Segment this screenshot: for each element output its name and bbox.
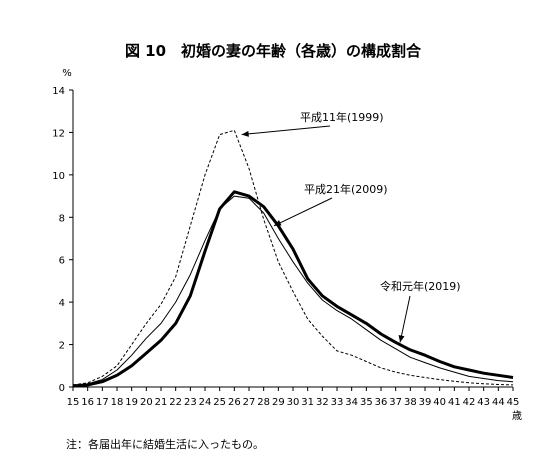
- x-tick-label: 28: [257, 397, 270, 408]
- y-tick-label: 2: [59, 341, 65, 352]
- x-tick-label: 40: [433, 397, 446, 408]
- y-tick-label: 10: [52, 171, 65, 182]
- x-tick-label: 44: [492, 397, 505, 408]
- y-tick-label: 6: [59, 256, 65, 267]
- callout-label-2: 平成21年(2009): [304, 182, 388, 196]
- series-line-1: [72, 129, 514, 386]
- x-tick-label: 41: [448, 397, 461, 408]
- x-tick-label: 45: [507, 397, 520, 408]
- x-tick-label: 39: [419, 397, 432, 408]
- x-tick-label: 26: [228, 397, 241, 408]
- x-tick-label: 22: [169, 397, 182, 408]
- x-tick-label: 18: [111, 397, 124, 408]
- x-tick-label: 29: [272, 397, 285, 408]
- callout-leader-2: [273, 197, 333, 227]
- callout-leader-1: [241, 125, 331, 136]
- x-tick-label: 17: [96, 397, 109, 408]
- series-line-2: [72, 195, 514, 387]
- x-tick-label: 34: [345, 397, 358, 408]
- series-layer: [72, 129, 514, 388]
- x-tick-label: 25: [213, 397, 226, 408]
- callout-arrowhead-2: [273, 220, 282, 226]
- callout-arrowhead-3: [398, 335, 405, 343]
- y-tick-label: 12: [52, 128, 65, 139]
- chart-title: 図 10 初婚の妻の年齢（各歳）の構成割合: [125, 42, 422, 60]
- x-tick-label: 21: [155, 397, 168, 408]
- x-tick-label: 23: [184, 397, 197, 408]
- x-tick-label: 35: [360, 397, 373, 408]
- y-tick-label: 4: [59, 298, 65, 309]
- footnote: 注：各届出年に結婚生活に入ったもの。: [66, 437, 264, 451]
- x-tick-label: 16: [81, 397, 94, 408]
- x-tick-label: 19: [125, 397, 138, 408]
- callout-arrowhead-1: [241, 130, 249, 137]
- x-axis-unit: 歳: [512, 410, 522, 422]
- x-tick-label: 20: [140, 397, 153, 408]
- x-tick-label: 32: [316, 397, 329, 408]
- x-tick-label: 31: [301, 397, 314, 408]
- y-tick-label: 0: [59, 383, 65, 394]
- x-tick-label: 24: [199, 397, 212, 408]
- x-tick-label: 15: [67, 397, 80, 408]
- y-axis-unit: %: [62, 68, 72, 79]
- x-tick-label: 43: [477, 397, 490, 408]
- x-tick-label: 27: [243, 397, 256, 408]
- callout-leader-3: [399, 295, 411, 343]
- callout-label-3: 令和元年(2019): [380, 279, 461, 293]
- annotation-layer: 平成11年(1999) 平成21年(2009) 令和元年(2019): [241, 110, 461, 343]
- y-tick-label: 14: [52, 86, 65, 97]
- x-tick-label: 37: [389, 397, 402, 408]
- series-line-3: [72, 190, 514, 388]
- x-tick-label: 36: [375, 397, 388, 408]
- callout-label-1: 平成11年(1999): [300, 110, 384, 124]
- x-tick-label: 30: [287, 397, 300, 408]
- y-tick-label: 8: [59, 213, 65, 224]
- x-tick-label: 42: [463, 397, 476, 408]
- x-tick-label: 38: [404, 397, 417, 408]
- x-tick-label: 33: [331, 397, 344, 408]
